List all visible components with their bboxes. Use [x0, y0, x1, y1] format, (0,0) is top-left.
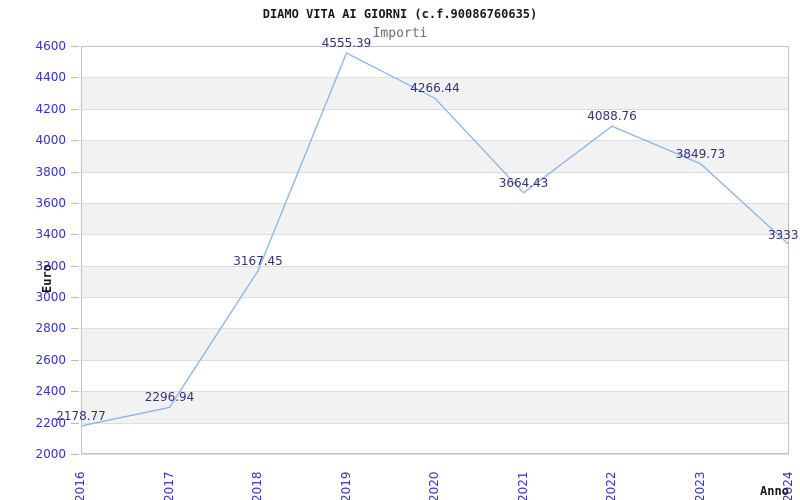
y-tick-mark	[71, 172, 79, 173]
y-tick-label: 3000	[35, 290, 66, 305]
x-tick-label: 2018	[250, 471, 264, 500]
x-tick-label: 2021	[515, 471, 530, 500]
x-axis-title: Anno	[760, 484, 789, 498]
y-tick-mark	[71, 454, 79, 455]
y-tick-mark	[71, 328, 79, 329]
grid-band	[81, 234, 789, 266]
y-tick-mark	[71, 203, 79, 204]
gridline	[81, 109, 789, 110]
grid-band	[81, 202, 789, 235]
y-tick-label: 4400	[35, 70, 66, 85]
gridline	[81, 328, 789, 329]
gridline	[81, 172, 789, 173]
y-tick-label: 2800	[35, 321, 66, 336]
grid-band	[81, 140, 789, 172]
y-tick-label: 4000	[35, 133, 66, 148]
y-tick-label: 2200	[35, 415, 66, 430]
grid-band	[81, 297, 789, 329]
gridline	[81, 203, 789, 204]
chart-subtitle: Importi	[372, 26, 428, 41]
point-label: 3849.73	[675, 146, 726, 161]
y-tick-label: 4600	[35, 39, 66, 53]
gridline	[81, 140, 789, 141]
point-label: 4555.39	[321, 36, 372, 50]
grid-band	[81, 328, 789, 360]
gridline	[81, 423, 789, 424]
importi-line	[81, 52, 789, 427]
gridline	[81, 454, 789, 455]
y-tick-label: 2400	[35, 384, 66, 399]
point-label: 3333.9	[768, 227, 800, 242]
point-label: 2178.77	[56, 408, 106, 423]
gridline	[81, 266, 789, 267]
grid-band	[81, 108, 789, 141]
y-tick-label: 3600	[35, 195, 66, 210]
y-tick-mark	[71, 266, 79, 267]
y-tick-mark	[71, 391, 79, 392]
gridline	[81, 77, 789, 78]
point-label: 4266.44	[410, 81, 460, 96]
y-tick-mark	[71, 46, 79, 47]
y-tick-label: 3200	[35, 258, 66, 273]
y-tick-label: 2600	[35, 352, 66, 367]
point-label: 3167.45	[233, 253, 283, 268]
y-tick-label: 2000	[35, 447, 66, 461]
gridline	[81, 234, 789, 235]
x-tick-label: 2023	[692, 471, 707, 500]
grid-band	[81, 46, 789, 78]
x-tick-label: 2017	[161, 471, 176, 500]
x-tick-label: 2019	[338, 471, 353, 500]
point-label: 2296.94	[144, 390, 195, 405]
point-label: 3664.43	[498, 175, 549, 190]
y-tick-mark	[71, 234, 79, 235]
y-tick-mark	[71, 140, 79, 141]
y-tick-mark	[71, 109, 79, 110]
plot-area	[81, 46, 789, 455]
y-tick-label: 3400	[35, 227, 66, 242]
y-tick-label: 4200	[35, 101, 66, 116]
series-line	[81, 52, 789, 427]
x-tick-label: 2022	[604, 471, 618, 500]
y-tick-mark	[71, 360, 79, 361]
point-label: 4088.76	[587, 109, 637, 124]
grid-band	[81, 77, 789, 109]
gridline	[81, 297, 789, 298]
x-tick-label: 2016	[73, 471, 87, 500]
y-tick-mark	[71, 297, 79, 298]
gridline	[81, 391, 789, 392]
grid-band	[81, 391, 789, 423]
chart-title: DIAMO VITA AI GIORNI (c.f.90086760635)	[262, 7, 538, 21]
grid-band	[81, 265, 789, 298]
grid-band	[81, 171, 789, 203]
gridline	[81, 360, 789, 361]
y-axis-title: Euro	[40, 264, 54, 293]
x-tick-label: 2020	[427, 471, 441, 500]
grid-band	[81, 422, 789, 454]
grid-band	[81, 359, 789, 392]
y-tick-label: 3800	[35, 164, 66, 179]
y-tick-mark	[71, 77, 79, 78]
y-tick-mark	[71, 423, 79, 424]
